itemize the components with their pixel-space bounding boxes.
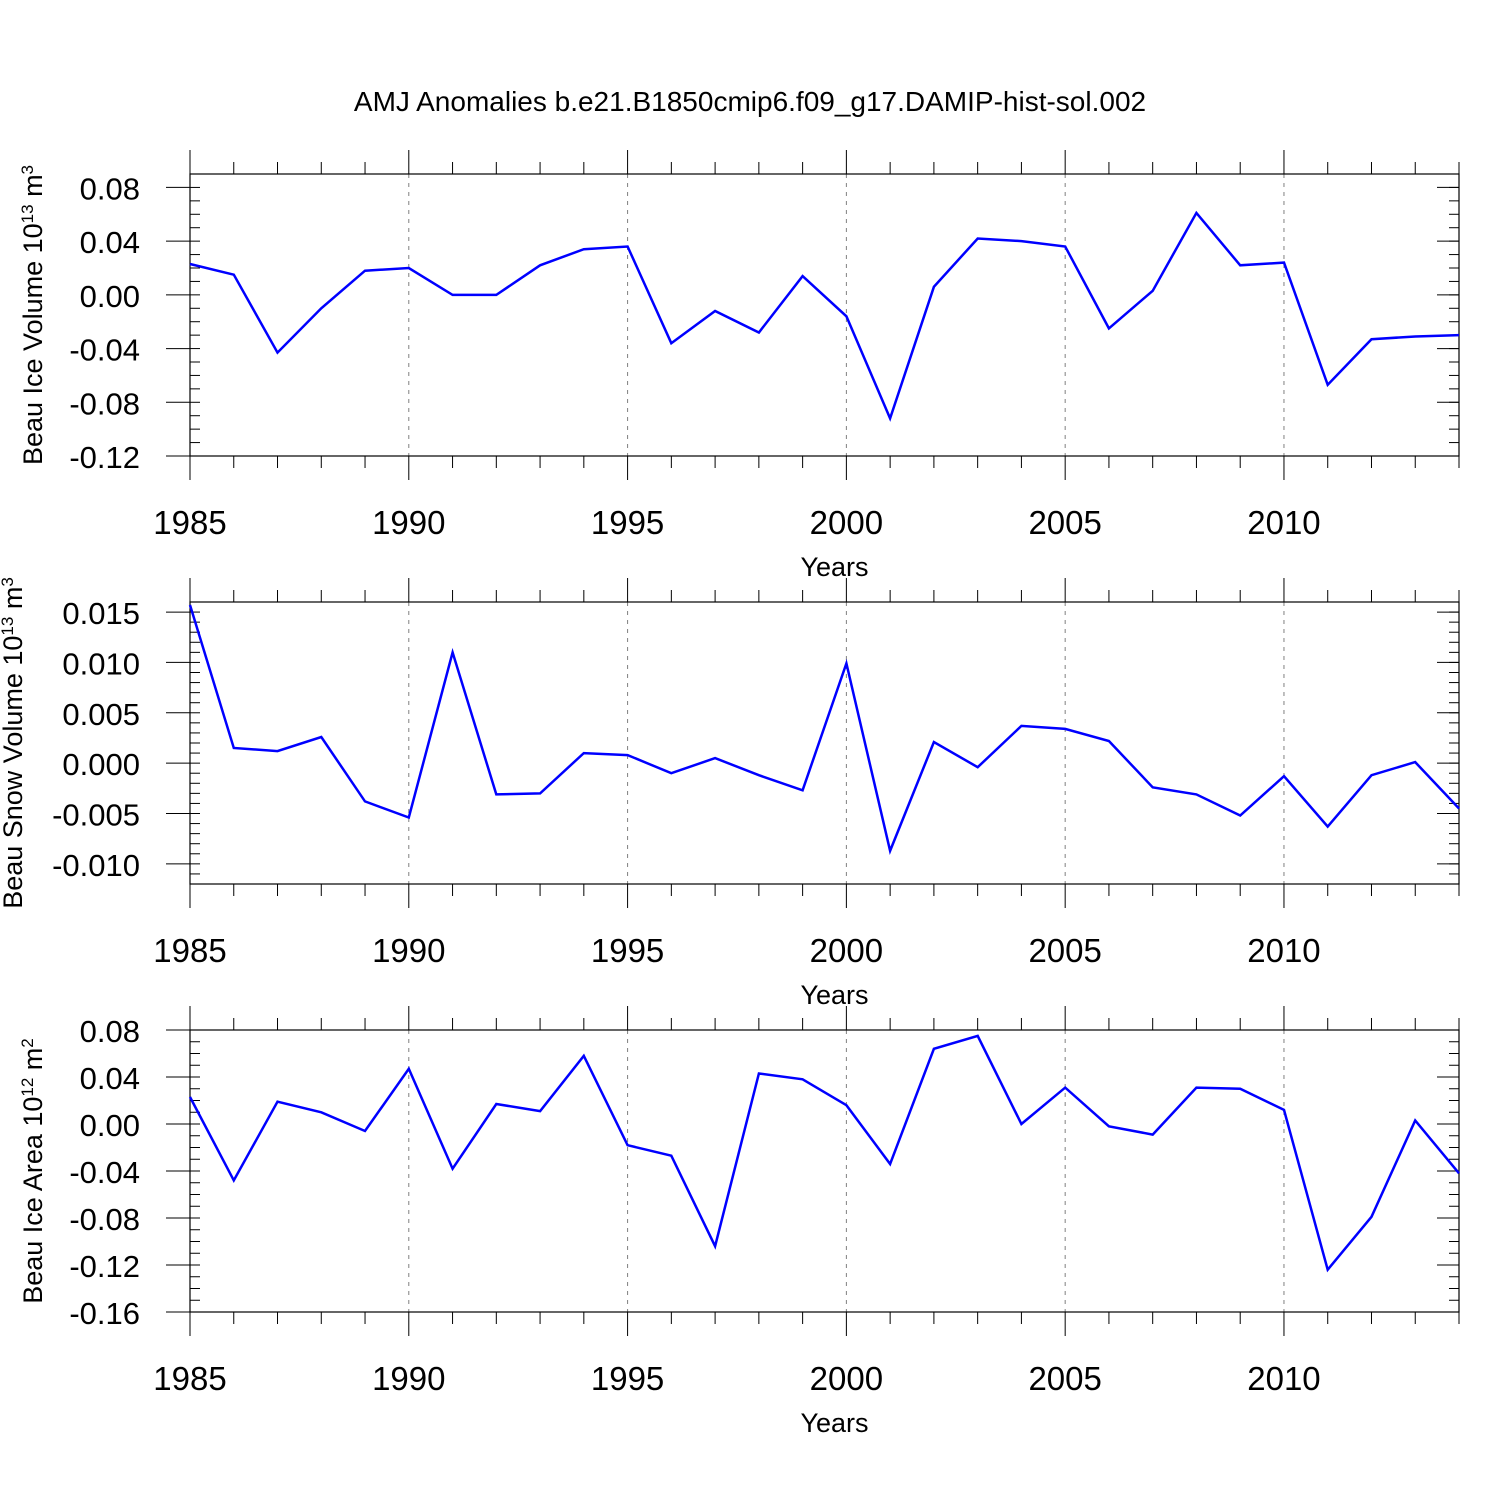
panel-1: 1985 1990 1995 2000 2005 2010 0.08 0.04 0.00 -0.0… <box>18 150 1460 582</box>
x-tick-label: 2000 <box>810 1360 883 1397</box>
y-axis-label-text: m <box>18 174 48 204</box>
plot-frame <box>189 173 1460 457</box>
y-axis-label-text: m <box>18 1048 48 1078</box>
y-tick-label: -0.16 <box>69 1296 140 1331</box>
series-line <box>188 604 1460 855</box>
y-axis-label-text: Beau Ice Area 10 <box>18 1097 48 1304</box>
x-tick-label: 1995 <box>591 1360 664 1397</box>
y-tick-label: -0.005 <box>52 798 140 833</box>
x-axis-label: Years <box>800 1408 868 1438</box>
y-axis-label-superscript: 3 <box>18 165 37 174</box>
panel-3: 1985 1990 1995 2000 2005 2010 0.08 0.04 0.00 -0.0… <box>18 1006 1460 1438</box>
y-tick-label: -0.08 <box>69 386 140 421</box>
y-axis-label-text: Beau Snow Volume 10 <box>0 636 28 909</box>
y-axis-label-superscript: 3 <box>0 577 17 586</box>
x-axis-label: Years <box>800 552 868 582</box>
y-axis-label-text: Beau Ice Volume 10 <box>18 223 48 465</box>
y-tick-label: -0.12 <box>69 440 140 475</box>
x-tick-label: 1995 <box>591 504 664 541</box>
y-axis-label-superscript: 13 <box>18 204 37 223</box>
y-tick-label: 0.00 <box>80 279 140 314</box>
y-tick-label: 0.04 <box>80 225 140 260</box>
x-tick-label: 2005 <box>1028 932 1101 969</box>
x-tick-label: 2005 <box>1028 1360 1101 1397</box>
y-tick-label: 0.08 <box>80 1014 140 1049</box>
x-tick-label: 1990 <box>372 504 445 541</box>
x-tick-label: 1995 <box>591 932 664 969</box>
y-tick-label: -0.12 <box>69 1249 140 1284</box>
x-tick-label: 2010 <box>1247 1360 1320 1397</box>
x-axis-label: Years <box>800 980 868 1010</box>
y-axis-label-text: m <box>0 587 28 617</box>
x-tick-label: 2010 <box>1247 504 1320 541</box>
y-tick-label: -0.04 <box>69 1155 140 1190</box>
y-tick-label: 0.000 <box>62 747 140 782</box>
y-tick-label: -0.08 <box>69 1202 140 1237</box>
x-tick-label: 1985 <box>153 1360 226 1397</box>
x-tick-label: 2000 <box>810 504 883 541</box>
y-tick-label: 0.010 <box>62 646 140 681</box>
y-tick-label: 0.04 <box>80 1061 140 1096</box>
x-tick-label: 1990 <box>372 932 445 969</box>
y-tick-label: 0.015 <box>62 596 140 631</box>
y-tick-label: -0.04 <box>69 333 140 368</box>
x-tick-label: 1990 <box>372 1360 445 1397</box>
y-axis-label-superscript: 2 <box>18 1038 37 1047</box>
figure-title: AMJ Anomalies b.e21.B1850cmip6.f09_g17.D… <box>354 86 1146 117</box>
series-line <box>188 1034 1460 1273</box>
y-axis-label-superscript: 13 <box>0 617 17 636</box>
x-tick-label: 1985 <box>153 932 226 969</box>
y-tick-label: -0.010 <box>52 848 140 883</box>
panels: 1985 1990 1995 2000 2005 2010 0.08 0.04 0.00 -0.0… <box>0 150 1460 1438</box>
x-tick-label: 2005 <box>1028 504 1101 541</box>
y-axis-label: Beau Ice Volume 1013 m3 <box>18 165 49 465</box>
panel-2: 1985 1990 1995 2000 2005 2010 0.015 0.010 0.005 0… <box>0 577 1460 1010</box>
y-tick-label: 0.08 <box>80 171 140 206</box>
y-axis-label-superscript: 12 <box>18 1078 37 1097</box>
y-tick-label: 0.00 <box>80 1108 140 1143</box>
y-axis-label: Beau Snow Volume 1013 m3 <box>0 577 28 909</box>
x-tick-label: 2010 <box>1247 932 1320 969</box>
x-tick-label: 2000 <box>810 932 883 969</box>
x-tick-label: 1985 <box>153 504 226 541</box>
y-tick-label: 0.005 <box>62 697 140 732</box>
y-axis-label: Beau Ice Area 1012 m2 <box>18 1038 49 1304</box>
series-line <box>189 210 1460 422</box>
